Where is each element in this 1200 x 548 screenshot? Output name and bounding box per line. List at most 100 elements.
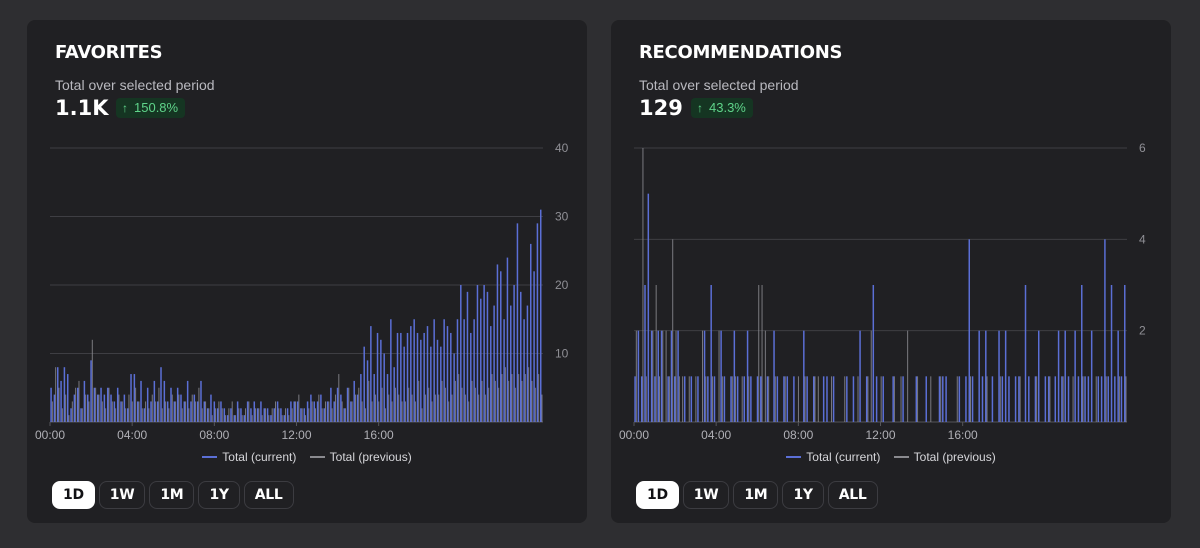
range-button-1y[interactable]: 1Y — [782, 481, 824, 509]
bar-current — [968, 239, 971, 422]
bar-current — [776, 376, 779, 422]
legend-item-current[interactable]: Total (current) — [786, 450, 880, 464]
bar-previous — [51, 401, 53, 422]
bar-current — [1067, 376, 1070, 422]
bar-current — [723, 376, 726, 422]
range-button-all[interactable]: ALL — [243, 481, 294, 509]
range-button-all[interactable]: ALL — [827, 481, 878, 509]
bar-previous — [128, 394, 130, 422]
bar-current — [310, 394, 312, 422]
bar-previous — [75, 387, 77, 422]
y-tick-label: 2 — [1139, 324, 1146, 338]
bar-current — [350, 401, 352, 422]
bar-previous — [514, 387, 516, 422]
bar-previous — [1082, 376, 1084, 422]
bar-previous — [125, 408, 127, 422]
bar-current — [276, 401, 279, 422]
bar-previous — [451, 394, 453, 422]
bar-previous — [678, 376, 680, 422]
bar-previous — [748, 376, 750, 422]
bar-current — [1084, 376, 1086, 422]
x-tick-label: 08:00 — [783, 428, 813, 442]
bar-current — [433, 319, 435, 422]
bar-current — [200, 380, 202, 422]
bar-previous — [999, 376, 1001, 422]
range-button-1d[interactable]: 1D — [636, 481, 679, 509]
bar-previous — [768, 376, 770, 422]
y-tick-label: 40 — [555, 141, 569, 155]
bar-current — [483, 285, 485, 422]
bar-previous — [311, 401, 313, 422]
legend-swatch-previous — [893, 455, 909, 458]
bar-previous — [241, 415, 243, 422]
bar-current — [1114, 376, 1116, 422]
bar-current — [383, 353, 385, 422]
bar-previous — [328, 401, 330, 422]
bar-previous — [471, 380, 473, 422]
bar-previous — [334, 394, 336, 422]
bar-current — [190, 401, 192, 422]
bar-previous — [265, 408, 267, 422]
bar-previous — [151, 394, 153, 422]
bar-current — [1054, 376, 1057, 422]
bar-current — [981, 376, 984, 422]
bar-previous — [98, 394, 100, 422]
bar-current — [998, 330, 1000, 422]
bar-current — [266, 408, 269, 422]
bar-previous — [341, 401, 343, 422]
bar-previous — [378, 401, 380, 422]
bar-current — [690, 376, 693, 422]
bar-current — [463, 319, 465, 422]
bar-previous — [508, 380, 510, 422]
bar-current — [965, 376, 967, 422]
bar-previous — [741, 376, 743, 422]
bar-current — [783, 376, 785, 422]
bar-current — [166, 401, 169, 422]
bar-current — [846, 376, 848, 422]
legend-item-previous[interactable]: Total (previous) — [309, 450, 412, 464]
y-tick-label: 20 — [555, 278, 569, 292]
range-button-1m[interactable]: 1M — [149, 481, 195, 509]
bar-current — [720, 330, 722, 422]
bar-previous — [831, 376, 833, 422]
legend-label: Total (current) — [806, 450, 881, 464]
bar-previous — [870, 330, 872, 422]
bar-previous — [498, 387, 500, 422]
legend-item-previous[interactable]: Total (previous) — [893, 450, 996, 464]
bar-previous — [1049, 376, 1051, 422]
bar-current — [290, 401, 292, 422]
legend-swatch-previous — [309, 455, 325, 458]
range-button-1d[interactable]: 1D — [52, 481, 95, 509]
bar-previous — [521, 380, 523, 422]
legend-item-current[interactable]: Total (current) — [202, 450, 296, 464]
bar-current — [76, 387, 79, 422]
bar-previous — [278, 408, 280, 422]
bar-current — [356, 394, 359, 422]
bar-previous — [161, 408, 163, 422]
bar-current — [50, 387, 52, 422]
bar-current — [83, 380, 86, 422]
bar-current — [133, 374, 136, 422]
range-button-1m[interactable]: 1M — [733, 481, 779, 509]
bar-previous — [65, 394, 67, 422]
bar-current — [1110, 285, 1113, 422]
bar-current — [710, 285, 712, 422]
bar-previous — [368, 380, 370, 422]
bar-current — [813, 376, 815, 422]
bar-previous — [108, 387, 110, 422]
range-button-1w[interactable]: 1W — [682, 481, 730, 509]
bar-current — [1117, 330, 1119, 422]
bar-current — [647, 193, 650, 422]
bar-current — [674, 376, 676, 422]
bar-previous — [458, 374, 460, 422]
range-button-1y[interactable]: 1Y — [198, 481, 240, 509]
bar-current — [1100, 376, 1103, 422]
bar-current — [756, 376, 759, 422]
bar-current — [476, 285, 479, 422]
bar-current — [386, 374, 389, 422]
bar-previous — [1019, 376, 1021, 422]
bar-previous — [970, 376, 972, 422]
range-button-1w[interactable]: 1W — [98, 481, 146, 509]
bar-previous — [695, 376, 697, 422]
bar-previous — [956, 376, 958, 422]
